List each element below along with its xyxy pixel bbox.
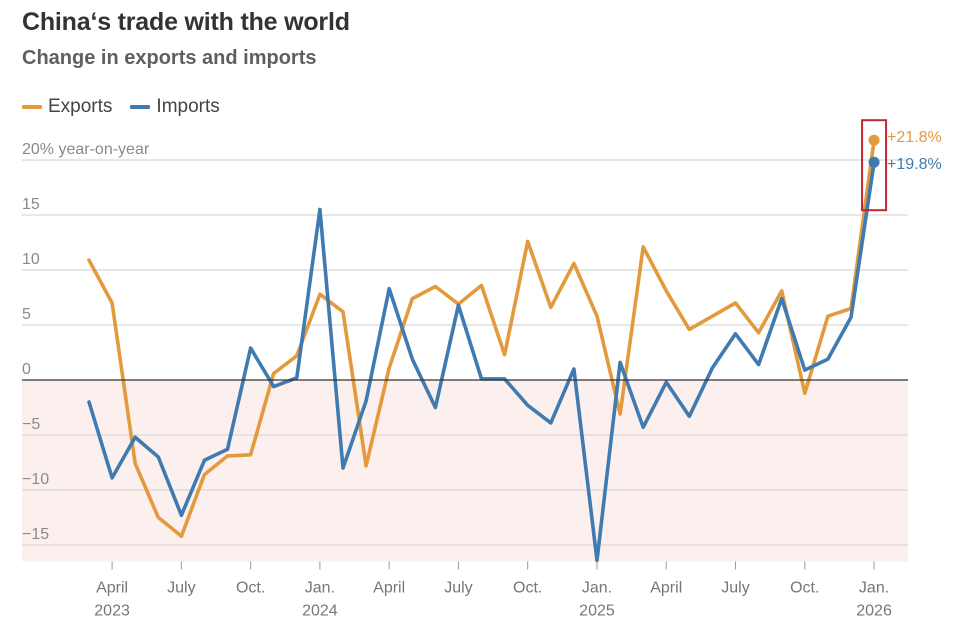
y-tick-label-0: 0 — [22, 361, 31, 378]
y-tick-label-15: 15 — [22, 196, 40, 213]
x-tick-label-2023-10: Oct. — [236, 580, 265, 597]
x-year-label-2025: 2025 — [579, 603, 615, 620]
x-tick-label-2023-04: April — [96, 580, 128, 597]
negative-region — [22, 380, 908, 562]
series-line-imports — [87, 160, 876, 563]
x-year-label-2026: 2026 — [856, 603, 892, 620]
end-label-imports: +19.8% — [887, 156, 942, 173]
y-tick-label-20: 20% year-on-year — [22, 141, 150, 158]
y-tick-label--10: −10 — [22, 471, 49, 488]
legend-item-imports: Imports — [130, 96, 220, 118]
highlight-box — [861, 119, 888, 212]
legend-swatch-exports — [22, 105, 42, 109]
y-tick-label-10: 10 — [22, 251, 40, 268]
legend-swatch-imports — [130, 105, 151, 109]
x-tick-label-2024-10: Oct. — [513, 580, 542, 597]
x-tick-label-2023-07: July — [167, 580, 195, 597]
end-point-exports — [868, 134, 880, 146]
x-tick-label-2026-01: Jan. — [859, 580, 889, 597]
x-tick-label-2025-10: Oct. — [790, 580, 819, 597]
legend-label-exports: Exports — [48, 96, 113, 117]
x-year-label-2023: 2023 — [94, 603, 130, 620]
y-tick-label--15: −15 — [22, 526, 49, 543]
x-tick-label-2025-07: July — [721, 580, 749, 597]
x-tick-label-2024-04: April — [373, 580, 405, 597]
chart-title: China‘s trade with the world — [22, 8, 350, 36]
legend-label-imports: Imports — [156, 96, 220, 117]
x-tick-label-2024-01: Jan. — [305, 580, 335, 597]
series-line-exports — [87, 138, 876, 539]
y-tick-label-5: 5 — [22, 306, 31, 323]
chart-legend: Exports Imports — [22, 96, 238, 118]
x-year-label-2024: 2024 — [302, 603, 338, 620]
end-point-imports — [868, 156, 880, 168]
x-tick-label-2025-04: April — [650, 580, 682, 597]
x-tick-label-2024-07: July — [444, 580, 472, 597]
legend-item-exports: Exports — [22, 96, 112, 118]
y-tick-label--5: −5 — [22, 416, 40, 433]
chart-subtitle: Change in exports and imports — [22, 47, 317, 69]
x-tick-label-2025-01: Jan. — [582, 580, 612, 597]
end-label-exports: +21.8% — [887, 129, 942, 146]
